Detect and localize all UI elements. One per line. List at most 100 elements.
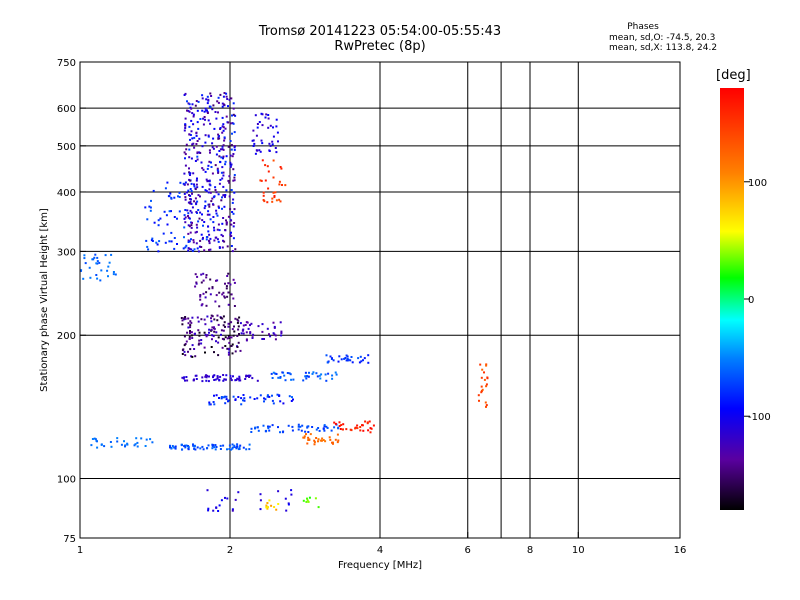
data-point — [222, 157, 224, 160]
data-point — [224, 378, 227, 381]
data-point — [193, 248, 196, 251]
data-point — [203, 207, 206, 210]
data-point — [136, 441, 139, 444]
data-point — [169, 446, 171, 449]
data-point — [483, 378, 486, 381]
data-point — [272, 321, 275, 324]
phases-o-mode-stats: mean, sd,O: -74.5, 20.3 — [609, 33, 716, 43]
data-point — [271, 197, 274, 200]
data-point — [233, 146, 236, 149]
data-point — [173, 216, 176, 218]
data-point — [261, 323, 264, 326]
data-point — [197, 127, 200, 130]
data-point — [231, 250, 234, 253]
data-point — [251, 337, 254, 339]
data-point — [318, 374, 321, 377]
data-point — [212, 147, 215, 150]
data-point — [231, 446, 234, 449]
data-point — [265, 113, 268, 116]
data-point — [182, 247, 185, 250]
data-point — [183, 94, 186, 96]
data-point — [208, 203, 211, 206]
data-point — [183, 344, 186, 347]
data-point — [199, 118, 202, 120]
data-point — [370, 427, 373, 430]
data-point — [188, 240, 191, 243]
data-point — [239, 349, 242, 352]
data-point — [238, 379, 241, 382]
data-point — [236, 321, 239, 324]
data-point — [278, 198, 281, 201]
data-point — [237, 491, 240, 494]
data-point — [214, 111, 217, 113]
data-point — [218, 305, 221, 308]
data-point — [190, 211, 193, 214]
data-point — [485, 363, 488, 366]
data-point — [233, 191, 236, 194]
data-point — [222, 396, 225, 399]
data-point — [230, 293, 233, 296]
data-point — [234, 350, 237, 353]
data-point — [339, 428, 342, 430]
data-point — [320, 439, 323, 442]
data-point — [187, 239, 190, 242]
data-point — [280, 167, 283, 170]
data-point — [120, 443, 123, 446]
data-point — [221, 222, 224, 225]
data-point — [257, 429, 260, 432]
data-point — [157, 250, 160, 253]
data-point — [267, 425, 269, 428]
data-point — [187, 445, 190, 447]
data-point — [238, 375, 241, 378]
data-point — [183, 350, 186, 353]
data-point — [237, 396, 240, 398]
data-point — [191, 112, 194, 115]
data-point — [187, 350, 189, 353]
data-point — [191, 337, 194, 339]
data-point — [216, 214, 219, 217]
data-point — [206, 374, 208, 377]
data-point — [108, 261, 111, 264]
data-point — [202, 236, 204, 239]
data-point — [193, 146, 196, 149]
data-point — [360, 360, 363, 363]
data-point — [273, 326, 276, 329]
data-point — [225, 92, 228, 95]
data-point — [197, 209, 200, 211]
data-point — [199, 294, 202, 296]
data-point — [184, 196, 187, 199]
data-point — [223, 92, 226, 94]
data-point — [176, 243, 178, 245]
data-point — [231, 114, 233, 117]
data-point — [269, 335, 272, 338]
data-point — [204, 134, 207, 137]
data-point — [173, 446, 176, 449]
data-point — [229, 208, 232, 211]
data-point — [212, 216, 215, 218]
data-point — [287, 424, 290, 427]
data-point — [173, 247, 176, 250]
data-point — [208, 160, 211, 163]
data-point — [196, 200, 199, 203]
data-point — [324, 440, 327, 443]
data-point — [222, 129, 225, 132]
data-point — [367, 429, 370, 432]
data-point — [233, 444, 236, 447]
data-point — [180, 317, 183, 319]
data-point — [254, 152, 257, 155]
data-point — [266, 395, 269, 398]
data-point — [209, 191, 212, 194]
data-point — [95, 439, 98, 442]
data-point — [226, 347, 229, 350]
data-point — [227, 325, 230, 328]
data-point — [215, 331, 218, 334]
data-point — [217, 136, 220, 139]
data-point — [306, 442, 309, 445]
data-point — [194, 160, 197, 162]
data-point — [231, 443, 234, 446]
data-point — [223, 295, 226, 298]
data-point — [316, 375, 319, 378]
data-point — [190, 224, 193, 227]
data-point — [204, 205, 207, 207]
data-point — [206, 95, 209, 98]
